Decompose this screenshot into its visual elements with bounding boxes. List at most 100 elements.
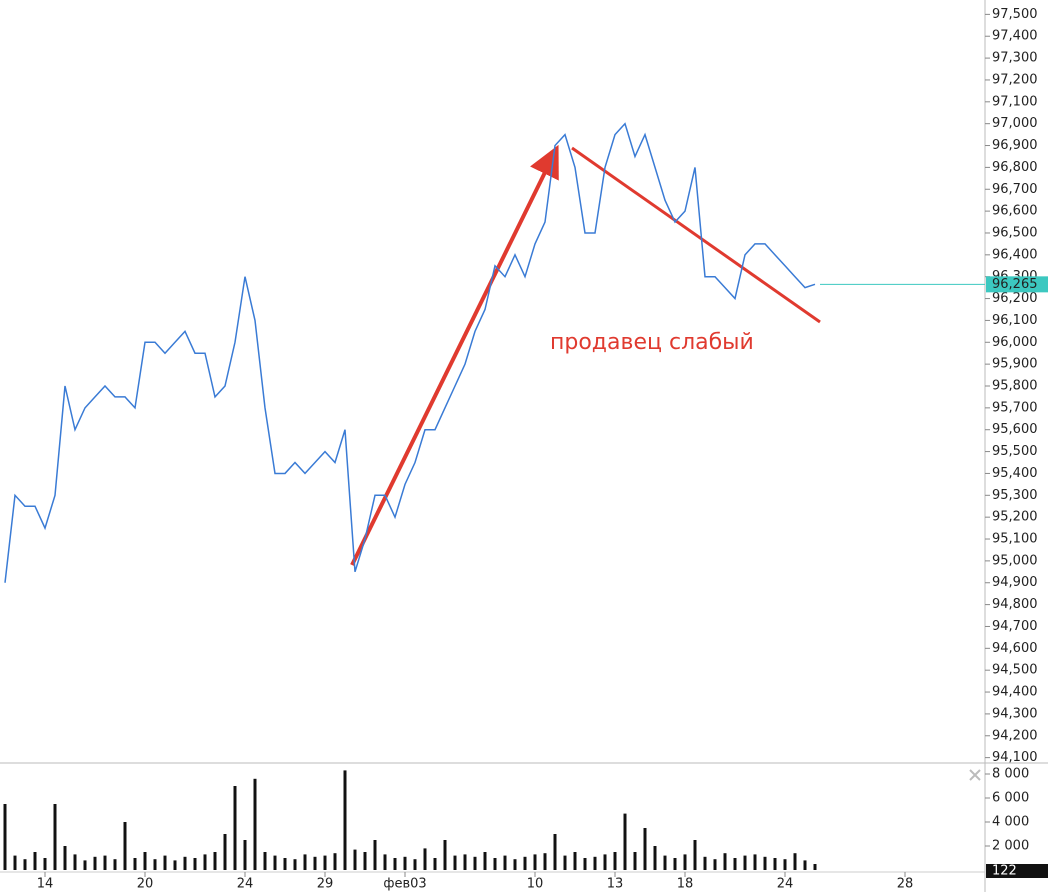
x-tick-label: 28	[897, 877, 914, 892]
volume-bar	[423, 848, 427, 870]
y-tick-label: 97,300	[992, 51, 1038, 66]
volume-bar	[53, 804, 57, 870]
last-price-label: 96,265	[992, 277, 1038, 292]
volume-bar	[293, 859, 297, 870]
y-tick-label: 94,400	[992, 685, 1038, 700]
volume-bar	[3, 804, 7, 870]
volume-bar	[653, 846, 657, 870]
y-tick-label: 96,900	[992, 138, 1038, 153]
x-tick-label: 24	[777, 877, 794, 892]
last-price-box	[986, 276, 1048, 293]
volume-bar	[533, 854, 537, 870]
y-tick-label: 95,800	[992, 379, 1038, 394]
close-icon[interactable]	[969, 769, 981, 781]
volume-bar	[713, 859, 717, 870]
volume-bar	[513, 859, 517, 870]
price-line	[4, 122, 816, 583]
volume-bar	[263, 852, 267, 870]
volume-bar	[613, 852, 617, 870]
volume-bar	[333, 853, 337, 870]
volume-bar	[623, 813, 627, 870]
volume-bar	[133, 858, 137, 870]
x-tick-label: 18	[677, 877, 694, 892]
volume-bar	[583, 858, 587, 870]
volume-bar	[563, 855, 567, 870]
x-tick-label: фев03	[383, 877, 426, 892]
y-tick-label: 95,600	[992, 422, 1038, 437]
last-volume-label: 122	[992, 864, 1017, 879]
y-tick-label: 8 000	[992, 767, 1029, 782]
volume-bar	[273, 855, 277, 870]
volume-bar	[633, 852, 637, 870]
y-tick-label: 2 000	[992, 839, 1029, 854]
volume-bar	[43, 858, 47, 870]
x-tick-label: 20	[137, 877, 154, 892]
y-tick-label: 4 000	[992, 815, 1029, 830]
y-tick-label: 96,400	[992, 247, 1038, 262]
volume-bar	[673, 858, 677, 870]
volume-bar	[123, 822, 127, 870]
y-tick-label: 95,500	[992, 444, 1038, 459]
trend-line	[571, 146, 821, 324]
y-tick-label: 96,800	[992, 160, 1038, 175]
y-tick-label: 97,000	[992, 116, 1038, 131]
y-tick-label: 97,100	[992, 94, 1038, 109]
volume-bar	[203, 854, 207, 870]
volume-bar	[793, 853, 797, 870]
y-tick-label: 97,500	[992, 7, 1038, 22]
y-tick-label: 94,200	[992, 728, 1038, 743]
y-tick-label: 96,600	[992, 204, 1038, 219]
volume-bar	[73, 854, 77, 870]
volume-bar	[313, 856, 317, 870]
volume-bar	[173, 860, 177, 870]
volume-bar	[543, 853, 547, 870]
last-volume-box	[986, 864, 1048, 878]
volume-bar	[523, 856, 527, 870]
volume-bar	[413, 859, 417, 870]
volume-bar	[473, 856, 477, 870]
y-tick-label: 96,700	[992, 182, 1038, 197]
volume-bar	[733, 858, 737, 870]
volume-bar	[453, 855, 457, 870]
x-tick-label: 13	[607, 877, 624, 892]
volume-bar	[63, 846, 67, 870]
y-tick-label: 95,700	[992, 400, 1038, 415]
annotation: продавец слабый	[550, 330, 754, 355]
volume-bar	[703, 856, 707, 870]
volume-bar	[283, 858, 287, 870]
y-tick-label: 94,700	[992, 619, 1038, 634]
volume-bar	[253, 778, 257, 870]
volume-bar	[183, 856, 187, 870]
volume-bar	[33, 852, 37, 870]
volume-bar	[693, 840, 697, 870]
volume-bar	[83, 860, 87, 870]
y-tick-label: 94,900	[992, 575, 1038, 590]
volume-bar	[213, 852, 217, 870]
volume-bar	[723, 853, 727, 870]
volume-bar	[503, 855, 507, 870]
volume-bar	[433, 858, 437, 870]
volume-bar	[233, 786, 237, 870]
volume-bar	[483, 852, 487, 870]
volume-bar	[553, 834, 557, 870]
y-tick-label: 95,300	[992, 488, 1038, 503]
volume-bar	[403, 856, 407, 870]
volume-bar	[93, 856, 97, 870]
volume-bar	[373, 840, 377, 870]
volume-bar	[223, 834, 227, 870]
volume-bar	[763, 856, 767, 870]
volume-bar	[363, 852, 367, 870]
y-tick-label: 94,100	[992, 750, 1038, 765]
y-tick-label: 94,500	[992, 663, 1038, 678]
volume-bar	[163, 855, 167, 870]
volume-bar	[683, 854, 687, 870]
volume-bar	[493, 858, 497, 870]
volume-bar	[383, 854, 387, 870]
y-tick-label: 95,000	[992, 553, 1038, 568]
volume-bar	[773, 858, 777, 870]
volume-bar	[143, 852, 147, 870]
volume-bar	[13, 855, 17, 870]
volume-bar	[153, 859, 157, 870]
y-tick-label: 95,400	[992, 466, 1038, 481]
